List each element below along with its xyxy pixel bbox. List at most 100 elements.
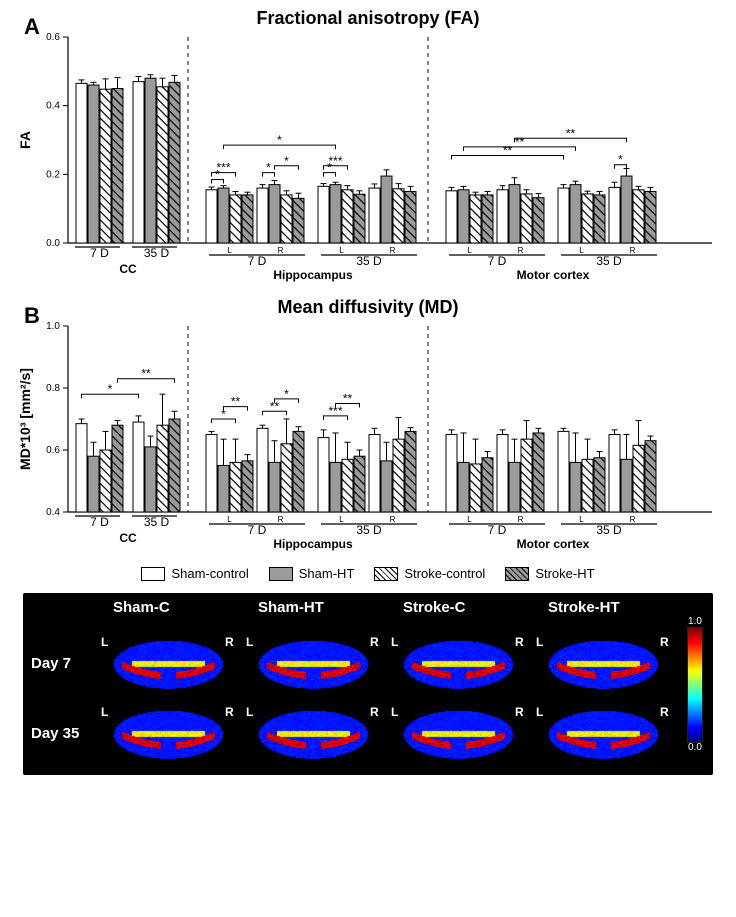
lr-label: L [536, 705, 543, 719]
swatch-stroke-control [374, 567, 398, 581]
panel-a-label: A [24, 14, 40, 40]
svg-text:35 D: 35 D [144, 515, 170, 529]
svg-text:*: * [266, 161, 271, 175]
svg-text:L: L [467, 515, 472, 524]
lr-label: L [101, 705, 108, 719]
heatmap-col-header: Stroke-HT [548, 599, 620, 616]
svg-text:L: L [227, 246, 232, 255]
svg-text:FA: FA [17, 131, 33, 149]
panel-c: C Sham-CSham-HTStroke-CStroke-HTDay 7LRL… [14, 593, 722, 775]
svg-text:**: ** [566, 126, 576, 140]
colorbar: 1.00.0 [685, 617, 705, 753]
svg-text:L: L [339, 246, 344, 255]
lr-label: R [225, 705, 234, 719]
svg-text:7 D: 7 D [90, 515, 109, 529]
svg-text:7 D: 7 D [488, 254, 507, 268]
svg-text:L: L [467, 246, 472, 255]
lr-label: L [391, 705, 398, 719]
svg-text:Motor cortex: Motor cortex [517, 268, 590, 282]
heatmap-cell [248, 633, 378, 693]
heatmap-cell [103, 703, 233, 763]
svg-text:L: L [339, 515, 344, 524]
svg-text:*: * [277, 133, 282, 147]
svg-text:R: R [278, 246, 284, 255]
figure: A Fractional anisotropy (FA) 0.00.20.40.… [0, 0, 736, 805]
legend-label: Stroke-HT [535, 566, 594, 581]
svg-text:R: R [630, 246, 636, 255]
panel-b-label: B [24, 303, 40, 329]
lr-label: R [660, 705, 669, 719]
heatmap-panel: Sham-CSham-HTStroke-CStroke-HTDay 7LRLRL… [23, 593, 713, 775]
legend-item-sham-ht: Sham-HT [269, 566, 355, 581]
heatmap-col-header: Stroke-C [403, 599, 466, 616]
heatmap-cell [393, 633, 523, 693]
heatmap-cell [538, 703, 668, 763]
legend-item-stroke-control: Stroke-control [374, 566, 485, 581]
svg-text:***: *** [328, 154, 342, 168]
svg-text:35 D: 35 D [596, 254, 622, 268]
lr-label: R [515, 705, 524, 719]
svg-text:7 D: 7 D [248, 254, 267, 268]
heatmap-col-header: Sham-C [113, 599, 170, 616]
legend-label: Sham-control [171, 566, 248, 581]
swatch-stroke-ht [505, 567, 529, 581]
svg-text:R: R [518, 515, 524, 524]
lr-label: L [246, 705, 253, 719]
svg-text:Motor cortex: Motor cortex [517, 537, 590, 551]
lr-label: R [515, 635, 524, 649]
heatmap-row-label: Day 35 [31, 725, 79, 742]
svg-text:L: L [579, 515, 584, 524]
heatmap-cell [103, 633, 233, 693]
heatmap-row-label: Day 7 [31, 655, 71, 672]
svg-text:7 D: 7 D [248, 523, 267, 537]
svg-text:L: L [579, 246, 584, 255]
svg-text:7 D: 7 D [90, 246, 109, 260]
swatch-sham-ht [269, 567, 293, 581]
heatmap-cell [248, 703, 378, 763]
legend-item-stroke-ht: Stroke-HT [505, 566, 594, 581]
svg-text:**: ** [515, 135, 525, 149]
svg-text:*: * [618, 153, 623, 167]
legend-label: Stroke-control [404, 566, 485, 581]
svg-text:0.4: 0.4 [46, 507, 60, 518]
lr-label: R [370, 705, 379, 719]
svg-text:**: ** [231, 395, 241, 409]
svg-text:35 D: 35 D [596, 523, 622, 537]
svg-text:0.0: 0.0 [46, 238, 60, 249]
svg-text:R: R [278, 515, 284, 524]
lr-label: R [370, 635, 379, 649]
heatmap-cell [538, 633, 668, 693]
lr-label: R [660, 635, 669, 649]
legend: Sham-control Sham-HT Stroke-control Stro… [14, 566, 722, 581]
heatmap-cell [393, 703, 523, 763]
lr-label: L [536, 635, 543, 649]
svg-text:0.6: 0.6 [46, 32, 60, 43]
svg-text:***: *** [216, 161, 230, 175]
svg-text:R: R [630, 515, 636, 524]
svg-text:7 D: 7 D [488, 523, 507, 537]
svg-text:1.0: 1.0 [46, 321, 60, 332]
svg-text:35 D: 35 D [144, 246, 170, 260]
svg-text:L: L [227, 515, 232, 524]
svg-text:*: * [284, 154, 289, 168]
svg-text:0.4: 0.4 [46, 101, 60, 112]
svg-text:Hippocampus: Hippocampus [273, 268, 353, 282]
panel-b: B Mean diffusivity (MD) 0.40.60.81.0MD*1… [14, 297, 722, 560]
panel-a-title: Fractional anisotropy (FA) [14, 8, 722, 29]
svg-text:**: ** [503, 143, 513, 157]
svg-text:Hippocampus: Hippocampus [273, 537, 353, 551]
svg-text:*: * [108, 382, 113, 396]
svg-text:R: R [518, 246, 524, 255]
svg-text:0.8: 0.8 [46, 383, 60, 394]
svg-text:R: R [390, 515, 396, 524]
svg-text:CC: CC [119, 531, 137, 545]
panel-a: A Fractional anisotropy (FA) 0.00.20.40.… [14, 8, 722, 291]
lr-label: L [246, 635, 253, 649]
panel-b-title: Mean diffusivity (MD) [14, 297, 722, 318]
svg-text:*: * [284, 387, 289, 401]
heatmap-col-header: Sham-HT [258, 599, 324, 616]
legend-label: Sham-HT [299, 566, 355, 581]
svg-text:35 D: 35 D [356, 523, 382, 537]
panel-a-chart: 0.00.20.40.6FA7 D35 DCCLR7 DLR35 DHippoc… [14, 31, 722, 291]
svg-text:**: ** [343, 392, 353, 406]
